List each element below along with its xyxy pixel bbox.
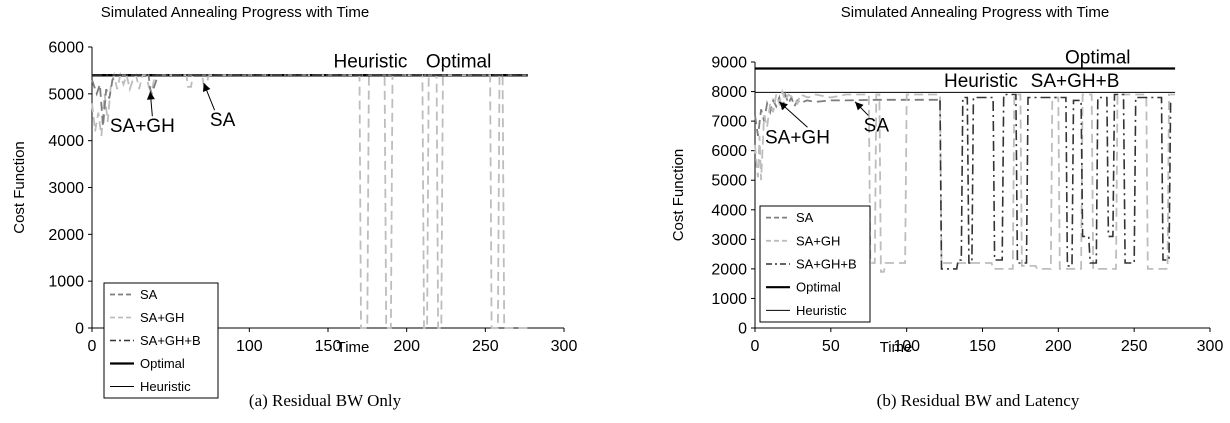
y-tick-label: 2000 [711,261,747,278]
annotation-arrowhead [202,83,211,92]
annotation-arrowhead [146,91,155,100]
chart-caption: (b) Residual BW and Latency [877,391,1080,410]
annotation-label: Heuristic [944,71,1018,92]
y-tick-label: 9000 [711,55,747,72]
y-axis-label: Cost Function [670,149,687,242]
y-tick-label: 3000 [711,232,747,249]
annotation-label: SA [864,115,890,136]
x-tick-label: 100 [236,338,263,355]
legend-entry: Optimal [796,280,841,295]
y-tick-label: 0 [75,321,84,338]
series-line-sa [754,91,940,137]
annotation-label: SA+GH+B [1031,71,1120,92]
chart-b: Simulated Annealing Progress with Time 0 1… [670,4,1223,410]
chart-title: Simulated Annealing Progress with Time [101,4,369,21]
x-axis-label: Time [880,339,913,356]
y-tick-label: 2000 [48,227,84,244]
x-tick-label: 250 [1121,338,1148,355]
x-tick-label: 250 [472,338,499,355]
y-tick-label: 5000 [711,173,747,190]
chart-title: Simulated Annealing Progress with Time [841,4,1109,21]
chart-caption: (a) Residual BW Only [249,391,402,410]
legend-entry: SA+GH [796,233,840,248]
legend-entry: Optimal [140,356,185,371]
y-tick-label: 4000 [711,202,747,219]
series-line-sa [91,74,528,127]
x-axis-label: Time [337,339,370,356]
y-tick-label: 7000 [711,114,747,131]
x-tick-label: 200 [393,338,420,355]
y-tick-label: 1000 [711,291,747,308]
legend-entry: SA [140,287,158,302]
legend-entry: SA+GH+B [140,333,201,348]
y-tick-label: 1000 [48,274,84,291]
x-tick-label: 150 [969,338,996,355]
y-axis-label: Cost Function [11,141,28,234]
y-tick-label: 5000 [48,86,84,103]
series-group [754,67,1176,273]
annotation-label: SA [210,110,236,131]
x-tick-label: 0 [88,338,97,355]
annotation-label: Optimal [426,52,491,73]
x-tick-label: 50 [822,338,840,355]
y-tick-label: 4000 [48,133,84,150]
y-tick-label: 0 [738,321,747,338]
x-tick-label: 0 [751,338,760,355]
x-tick-label: 300 [551,338,578,355]
legend-box [759,205,871,323]
annotation-label: Optimal [1065,47,1130,68]
x-tick-label: 300 [1197,338,1224,355]
x-tick-label: 150 [315,338,342,355]
annotation-label: Heuristic [334,52,408,73]
axes: 0 1000 2000 3000 4000 5000 6000 7000 8000 9000 0 50… [711,55,1223,356]
annotation-arrowhead [855,101,864,111]
y-tick-label: 6000 [711,143,747,160]
legend-entry: SA+GH [140,310,184,325]
legend-entry: Heuristic [796,303,847,318]
legend-box [103,282,219,399]
annotation-label: SA+GH [110,116,175,137]
legend-entry: SA+GH+B [796,257,857,272]
y-tick-label: 3000 [48,180,84,197]
annotation-arrowhead [779,101,788,111]
series-line-sa-gh [91,71,528,329]
chart-a: Simulated Annealing Progress with Time 0 1… [11,4,577,410]
series-group [91,71,528,329]
legend-entry: SA [796,210,814,225]
y-tick-label: 8000 [711,84,747,101]
series-line-sa-gh-b [939,93,1176,270]
y-tick-label: 6000 [48,40,84,57]
x-tick-label: 100 [893,338,920,355]
legend: SA SA+GH SA+GH+B Optimal Heuristic [103,282,219,399]
x-tick-label: 200 [1045,338,1072,355]
legend: SA SA+GH SA+GH+B Optimal Heuristic [759,205,871,323]
legend-entry: Heuristic [140,379,191,394]
annotation-label: SA+GH [765,127,830,148]
